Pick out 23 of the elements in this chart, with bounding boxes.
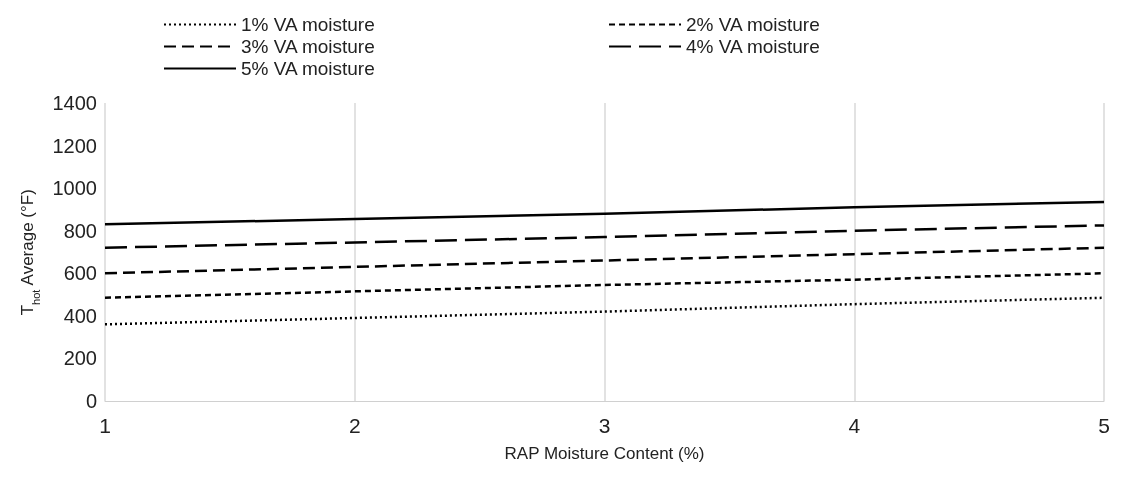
legend-label: 1% VA moisture: [241, 14, 375, 35]
y-tick-label: 600: [63, 262, 97, 285]
line-series: [103, 224, 1106, 249]
legend-label: 2% VA moisture: [686, 14, 820, 35]
line-series: [103, 246, 1106, 275]
y-tick-label: 0: [85, 390, 97, 412]
y-tick-label: 1400: [52, 92, 97, 114]
y-tick-label: 400: [63, 304, 97, 327]
x-tick-label: 1: [99, 414, 111, 437]
x-tick-label: 3: [598, 414, 611, 437]
x-tick-label: 5: [1098, 414, 1110, 437]
x-tick-label: 2: [348, 414, 361, 437]
legend-label: 4% VA moisture: [686, 36, 820, 57]
y-tick-label: 1000: [52, 177, 97, 200]
x-axis-title: RAP Moisture Content (%): [504, 444, 705, 463]
y-tick-label: 1200: [52, 134, 97, 157]
y-tick-label: 200: [63, 347, 97, 370]
legend-label: 5% VA moisture: [241, 58, 375, 79]
line-series: [103, 200, 1106, 226]
x-tick-label: 4: [848, 414, 861, 437]
y-axis-title: Thot Average (°F): [17, 189, 43, 316]
y-tick-label: 800: [63, 219, 97, 242]
legend-label: 3% VA moisture: [241, 36, 375, 57]
